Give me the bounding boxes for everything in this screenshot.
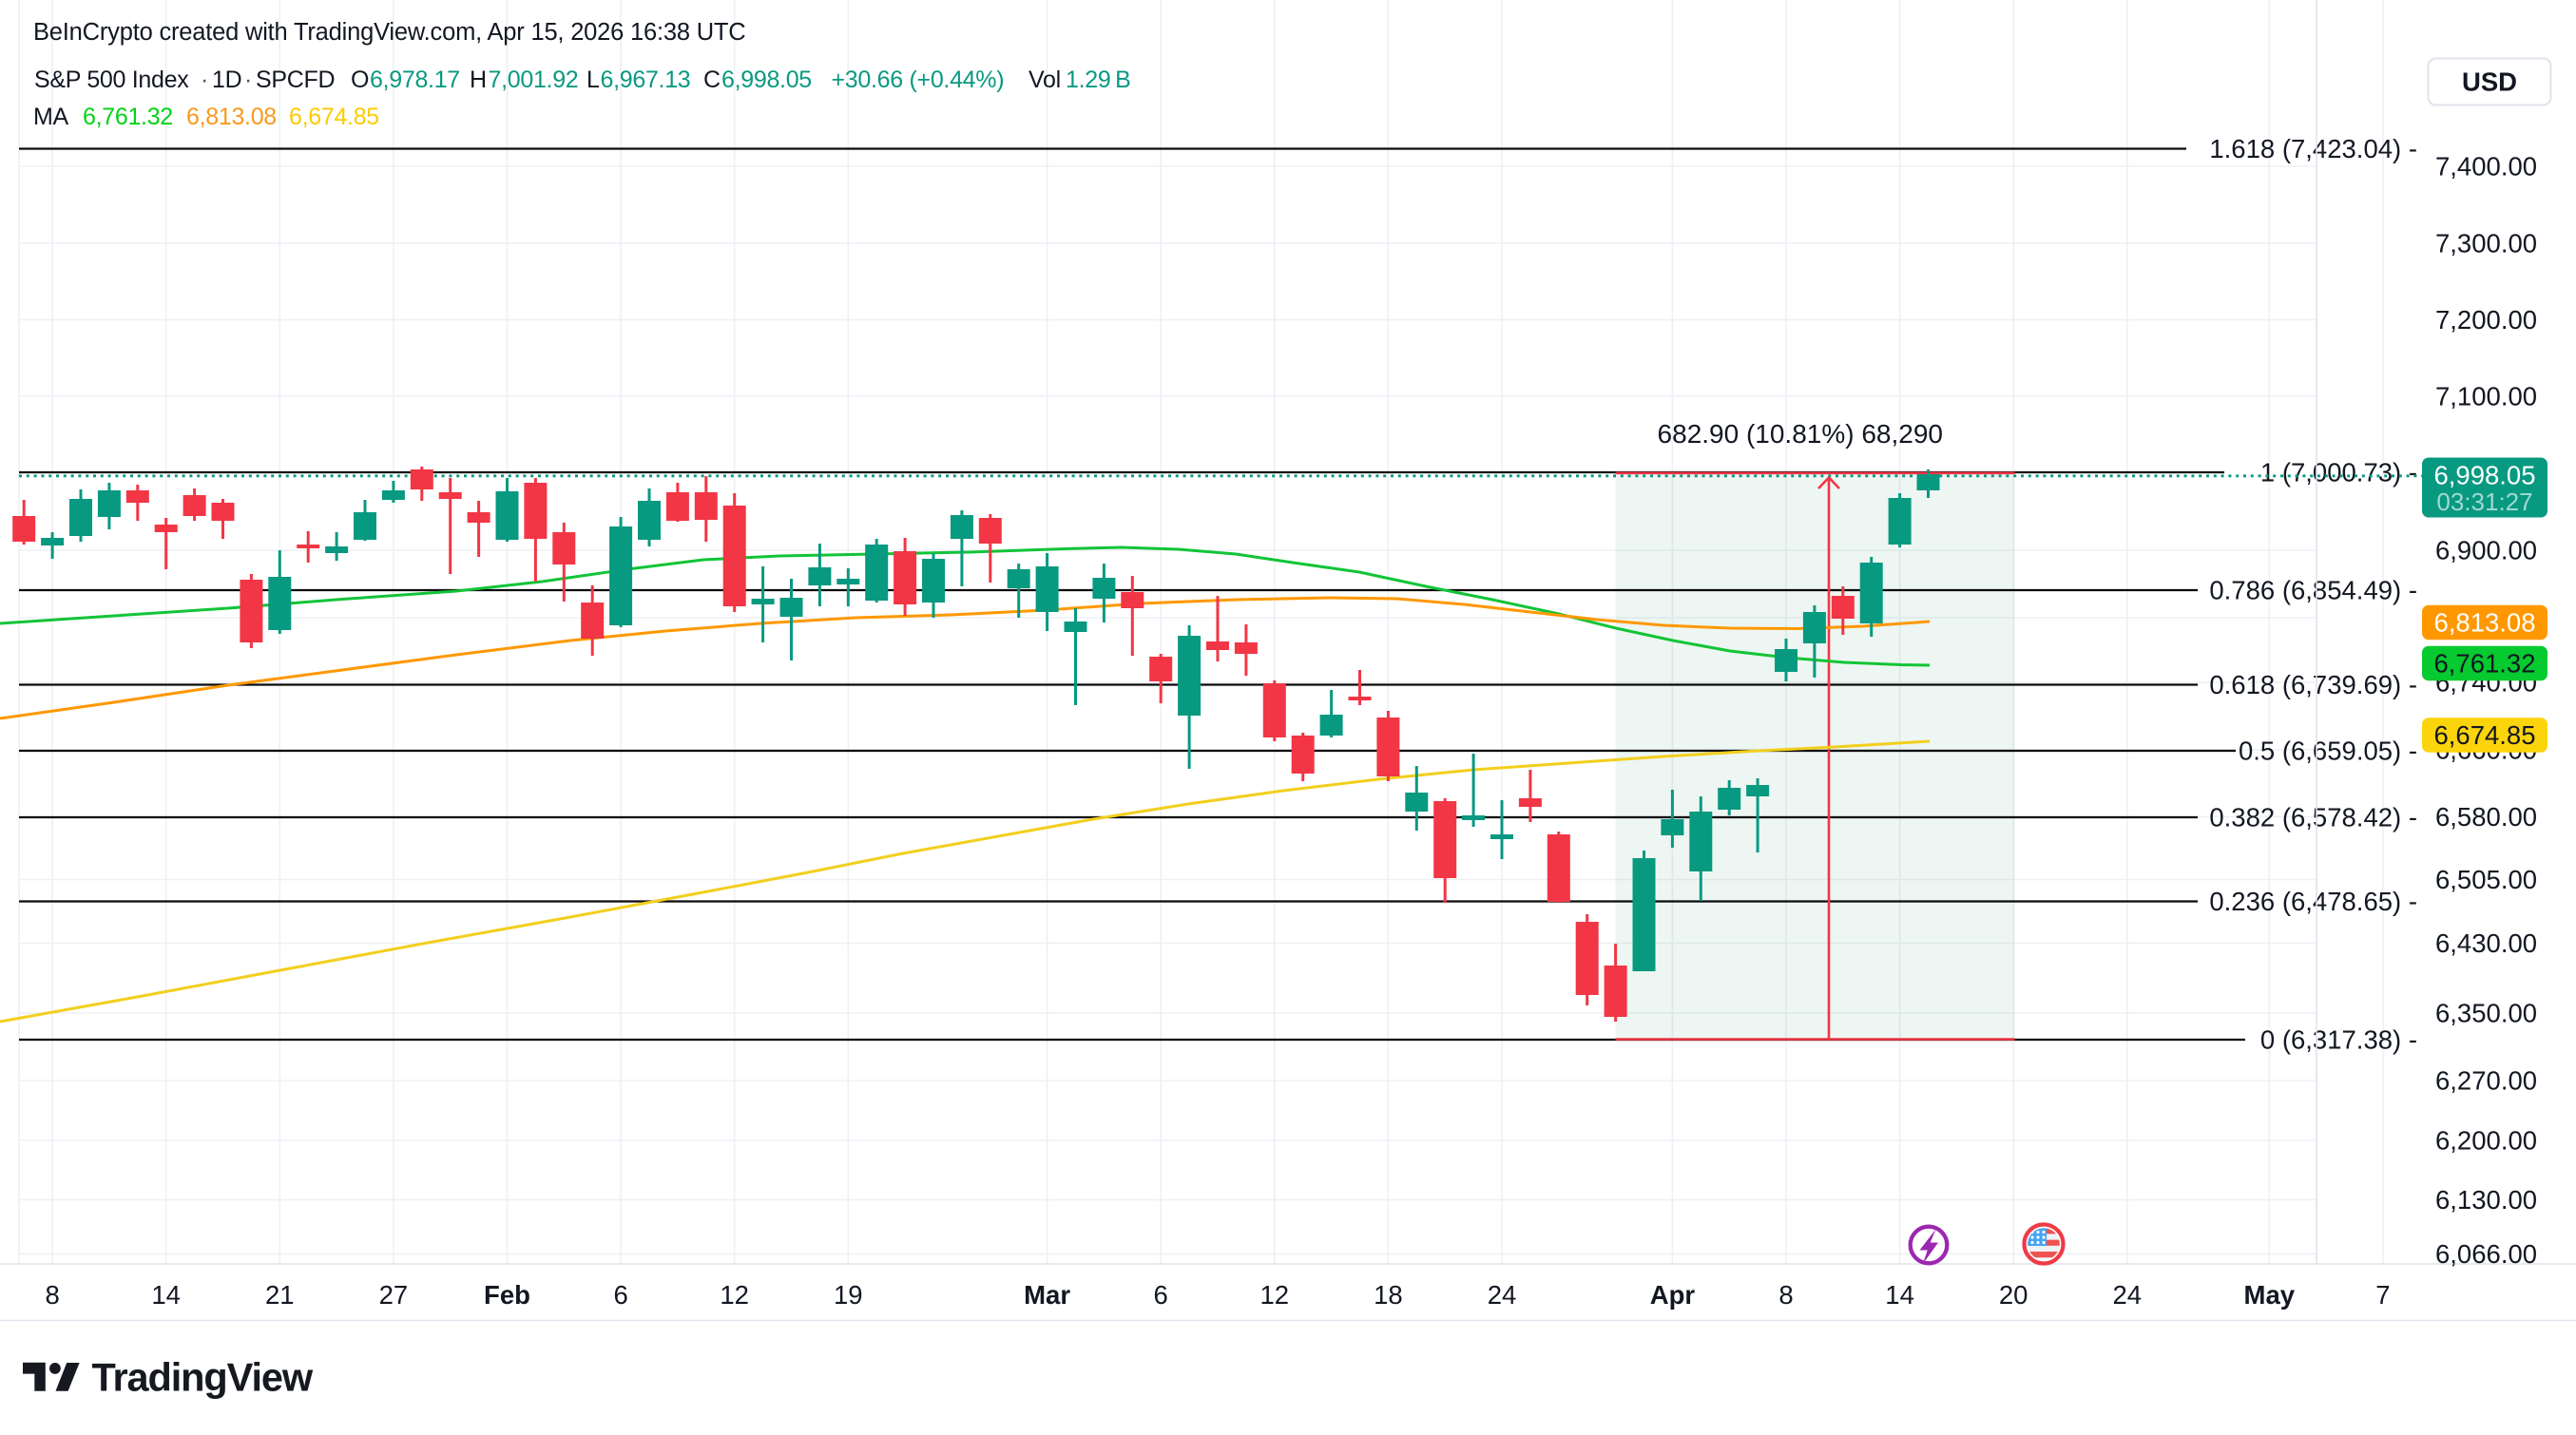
svg-text:12: 12 — [720, 1280, 749, 1310]
svg-text:6,998.05: 6,998.05 — [2433, 461, 2535, 490]
svg-text:14: 14 — [151, 1280, 181, 1310]
svg-text:7,001.92: 7,001.92 — [489, 67, 579, 93]
svg-text:O: O — [351, 67, 369, 93]
svg-text:Apr: Apr — [1650, 1280, 1696, 1310]
svg-text:21: 21 — [265, 1280, 295, 1310]
svg-text:6,674.85: 6,674.85 — [289, 104, 379, 130]
svg-text:BeInCrypto created with Tradin: BeInCrypto created with TradingView.com,… — [33, 19, 746, 46]
svg-text:6,430.00: 6,430.00 — [2435, 928, 2537, 958]
svg-text:0.618 (6,739.69) -: 0.618 (6,739.69) - — [2209, 670, 2417, 699]
svg-text:14: 14 — [1885, 1280, 1914, 1310]
svg-text:7,400.00: 7,400.00 — [2435, 152, 2537, 182]
svg-text:1.618 (7,423.04) -: 1.618 (7,423.04) - — [2209, 134, 2417, 163]
svg-text:1 (7,000.73) -: 1 (7,000.73) - — [2260, 458, 2417, 488]
svg-text:7,100.00: 7,100.00 — [2435, 382, 2537, 411]
svg-text:L: L — [586, 67, 600, 93]
svg-text:8: 8 — [45, 1280, 59, 1310]
svg-text:Mar: Mar — [1024, 1280, 1070, 1310]
svg-text:12: 12 — [1260, 1280, 1290, 1310]
svg-text:6,761.32: 6,761.32 — [83, 104, 173, 130]
svg-text:03:31:27: 03:31:27 — [2436, 488, 2532, 516]
svg-text:H: H — [470, 67, 487, 93]
svg-text:7: 7 — [2375, 1280, 2390, 1310]
svg-text:6,674.85: 6,674.85 — [2433, 720, 2535, 750]
svg-text:0 (6,317.38) -: 0 (6,317.38) - — [2260, 1025, 2417, 1055]
svg-text:6,350.00: 6,350.00 — [2435, 999, 2537, 1028]
svg-text:6,900.00: 6,900.00 — [2435, 536, 2537, 565]
svg-text:6,505.00: 6,505.00 — [2435, 865, 2537, 894]
svg-text:0.5 (6,659.05) -: 0.5 (6,659.05) - — [2239, 737, 2417, 766]
svg-text:6,967.13: 6,967.13 — [601, 67, 691, 93]
svg-text:6,200.00: 6,200.00 — [2435, 1126, 2537, 1156]
svg-text:6,813.08: 6,813.08 — [2433, 608, 2535, 638]
svg-text:TradingView: TradingView — [92, 1355, 314, 1400]
svg-text:24: 24 — [1488, 1280, 1517, 1310]
svg-text:1.29 B: 1.29 B — [1066, 67, 1131, 93]
svg-text:0.236 (6,478.65) -: 0.236 (6,478.65) - — [2209, 887, 2417, 916]
svg-text:6,066.00: 6,066.00 — [2435, 1239, 2537, 1269]
svg-text:24: 24 — [2113, 1280, 2143, 1310]
svg-text:Feb: Feb — [484, 1280, 530, 1310]
svg-text:+30.66 (+0.44%): +30.66 (+0.44%) — [832, 67, 1005, 93]
svg-text:USD: USD — [2462, 67, 2517, 97]
svg-text:18: 18 — [1374, 1280, 1403, 1310]
svg-text:May: May — [2244, 1280, 2296, 1310]
svg-text:SPCFD: SPCFD — [256, 67, 335, 93]
svg-text:6: 6 — [1154, 1280, 1168, 1310]
svg-text:6,270.00: 6,270.00 — [2435, 1066, 2537, 1096]
svg-text:·: · — [244, 67, 252, 93]
svg-text:8: 8 — [1778, 1280, 1793, 1310]
svg-text:6,813.08: 6,813.08 — [186, 104, 277, 130]
svg-text:27: 27 — [379, 1280, 409, 1310]
svg-text:0.382 (6,578.42) -: 0.382 (6,578.42) - — [2209, 803, 2417, 832]
svg-text:6,580.00: 6,580.00 — [2435, 802, 2537, 832]
svg-text:6,130.00: 6,130.00 — [2435, 1185, 2537, 1215]
svg-text:Vol: Vol — [1028, 67, 1061, 93]
svg-text:S&P 500 Index: S&P 500 Index — [34, 67, 189, 93]
svg-text:19: 19 — [834, 1280, 863, 1310]
svg-text:6,978.17: 6,978.17 — [370, 67, 460, 93]
svg-text:0.786 (6,854.49) -: 0.786 (6,854.49) - — [2209, 576, 2417, 605]
svg-text:MA: MA — [33, 104, 69, 130]
svg-text:682.90 (10.81%) 68,290: 682.90 (10.81%) 68,290 — [1658, 419, 1943, 449]
svg-text:6,761.32: 6,761.32 — [2433, 649, 2535, 679]
svg-text:·: · — [201, 67, 208, 93]
svg-text:6: 6 — [613, 1280, 627, 1310]
svg-text:7,300.00: 7,300.00 — [2435, 229, 2537, 258]
svg-text:20: 20 — [1999, 1280, 2028, 1310]
svg-text:6,998.05: 6,998.05 — [721, 67, 812, 93]
svg-text:C: C — [703, 67, 721, 93]
svg-text:1D: 1D — [212, 67, 241, 93]
svg-text:7,200.00: 7,200.00 — [2435, 305, 2537, 335]
